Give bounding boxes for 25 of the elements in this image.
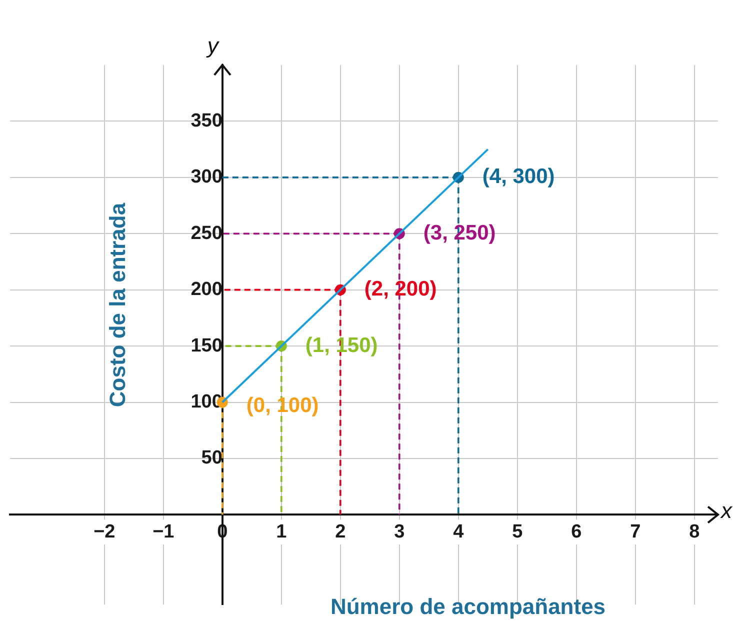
- text: y: [205, 33, 220, 58]
- x-tick-label: 6: [571, 521, 582, 542]
- y-tick-label: 250: [190, 222, 222, 244]
- data-label: (3, 250): [423, 221, 496, 244]
- y-tick-label: 200: [190, 279, 222, 300]
- x-tick-label: 8: [689, 521, 700, 542]
- x-tick-label: 3: [394, 521, 405, 542]
- data-label: (0, 100): [246, 394, 319, 418]
- y-tick-label: 350: [190, 110, 222, 132]
- x-tick-label: −1: [152, 521, 175, 542]
- data-label: (4, 300): [482, 165, 555, 188]
- x-tick-label: 2: [335, 521, 346, 542]
- y-tick-label: 150: [190, 335, 222, 356]
- data-label: (1, 150): [305, 334, 378, 357]
- data-label: (2, 200): [364, 278, 437, 301]
- x-tick-label: 1: [276, 521, 288, 542]
- x-tick-label: 4: [453, 521, 464, 542]
- y-tick-label: 50: [201, 448, 222, 469]
- y-axis-title: Costo de la entrada: [105, 202, 131, 408]
- y-tick-label: 300: [190, 166, 222, 188]
- x-tick-label: 7: [630, 521, 641, 542]
- text: x: [720, 498, 733, 523]
- x-axis-title: Número de acompañantes: [330, 594, 606, 620]
- x-tick-label: 5: [512, 521, 524, 542]
- x-tick-label: −2: [94, 521, 116, 542]
